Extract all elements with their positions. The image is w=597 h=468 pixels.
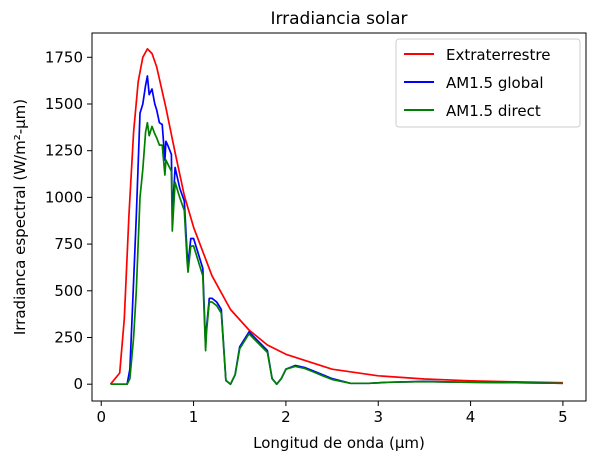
y-tick-label: 250 [54, 328, 83, 346]
y-tick-label: 500 [54, 282, 83, 300]
x-tick-label: 0 [96, 408, 106, 426]
y-axis-label: Irradianca espectral (W/m²-μm) [11, 99, 29, 335]
plot-frame [91, 32, 587, 402]
x-tick-label: 2 [281, 408, 291, 426]
y-tick-label: 1250 [45, 142, 83, 160]
x-tick-label: 3 [373, 408, 383, 426]
y-tick-label: 1000 [45, 188, 83, 206]
chart-title: Irradiancia solar [270, 9, 407, 29]
y-tick-label: 0 [73, 375, 83, 393]
y-tick-label: 1500 [45, 95, 83, 113]
y-tick-label: 750 [54, 235, 83, 253]
x-tick-label: 1 [189, 408, 199, 426]
x-tick-label: 5 [558, 408, 568, 426]
legend: Extraterrestre AM1.5 global AM1.5 direct [395, 38, 581, 128]
y-tick-label: 1750 [45, 48, 83, 66]
axis-ticks: 0 1 2 3 4 5 0 250 500 750 1000 1250 1500 1750 [45, 48, 568, 426]
legend-label-am15-global: AM1.5 global [446, 74, 544, 92]
plot-lines [109, 48, 563, 386]
series-line-extraterrestre [109, 48, 563, 385]
legend-box [395, 38, 581, 128]
legend-label-extraterrestre: Extraterrestre [446, 46, 550, 64]
series-line-am1-5-direct [110, 121, 563, 386]
x-axis-label: Longitud de onda (μm) [253, 434, 425, 452]
legend-label-am15-direct: AM1.5 direct [446, 102, 541, 120]
x-tick-label: 4 [466, 408, 476, 426]
